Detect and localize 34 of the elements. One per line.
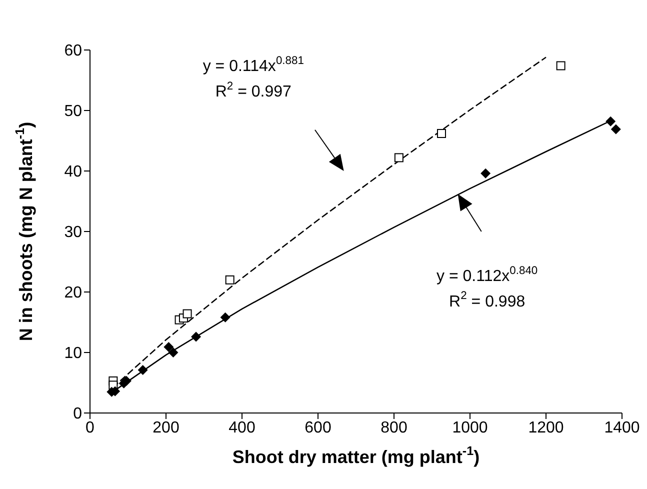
x-tick-label: 1000 xyxy=(452,419,488,436)
x-tick-label: 200 xyxy=(152,419,180,436)
y-tick-label: 40 xyxy=(64,164,82,181)
y-tick-label: 50 xyxy=(64,103,82,120)
annotation: y = 0.114x$^{0.881}$ xyxy=(202,54,304,76)
point xyxy=(225,275,234,284)
point xyxy=(138,365,148,376)
point xyxy=(182,309,192,318)
annotation: R$^{2}$ = 0.998 xyxy=(449,290,526,311)
x-tick-label: 800 xyxy=(380,419,408,436)
x-tick-label: 400 xyxy=(228,419,256,436)
y-tick-label: 10 xyxy=(64,345,82,362)
point xyxy=(480,168,491,178)
x-tick-label: 1400 xyxy=(604,419,640,436)
annotation: y = 0.112x$^{0.840}$ xyxy=(436,264,538,286)
x-tick-label: 0 xyxy=(86,419,95,436)
point xyxy=(606,116,616,126)
point xyxy=(220,312,230,322)
x-tick-label: 1200 xyxy=(528,419,564,436)
y-tick-label: 20 xyxy=(64,284,82,302)
point xyxy=(164,342,174,352)
point xyxy=(394,153,404,162)
x-axis-title: Shoot dry matter (mg plant$^{-1}$) xyxy=(232,444,480,467)
annotation: R$^{2}$ = 0.997 xyxy=(215,80,292,101)
point xyxy=(610,124,621,134)
point xyxy=(437,128,446,138)
x-tick-label: 600 xyxy=(304,419,332,436)
point xyxy=(556,61,566,70)
y-tick-label: 30 xyxy=(64,224,82,242)
point xyxy=(168,348,178,358)
y-tick-label: 60 xyxy=(64,42,82,60)
point xyxy=(191,332,202,342)
y-tick-label: 0 xyxy=(73,406,82,423)
point xyxy=(121,376,132,386)
